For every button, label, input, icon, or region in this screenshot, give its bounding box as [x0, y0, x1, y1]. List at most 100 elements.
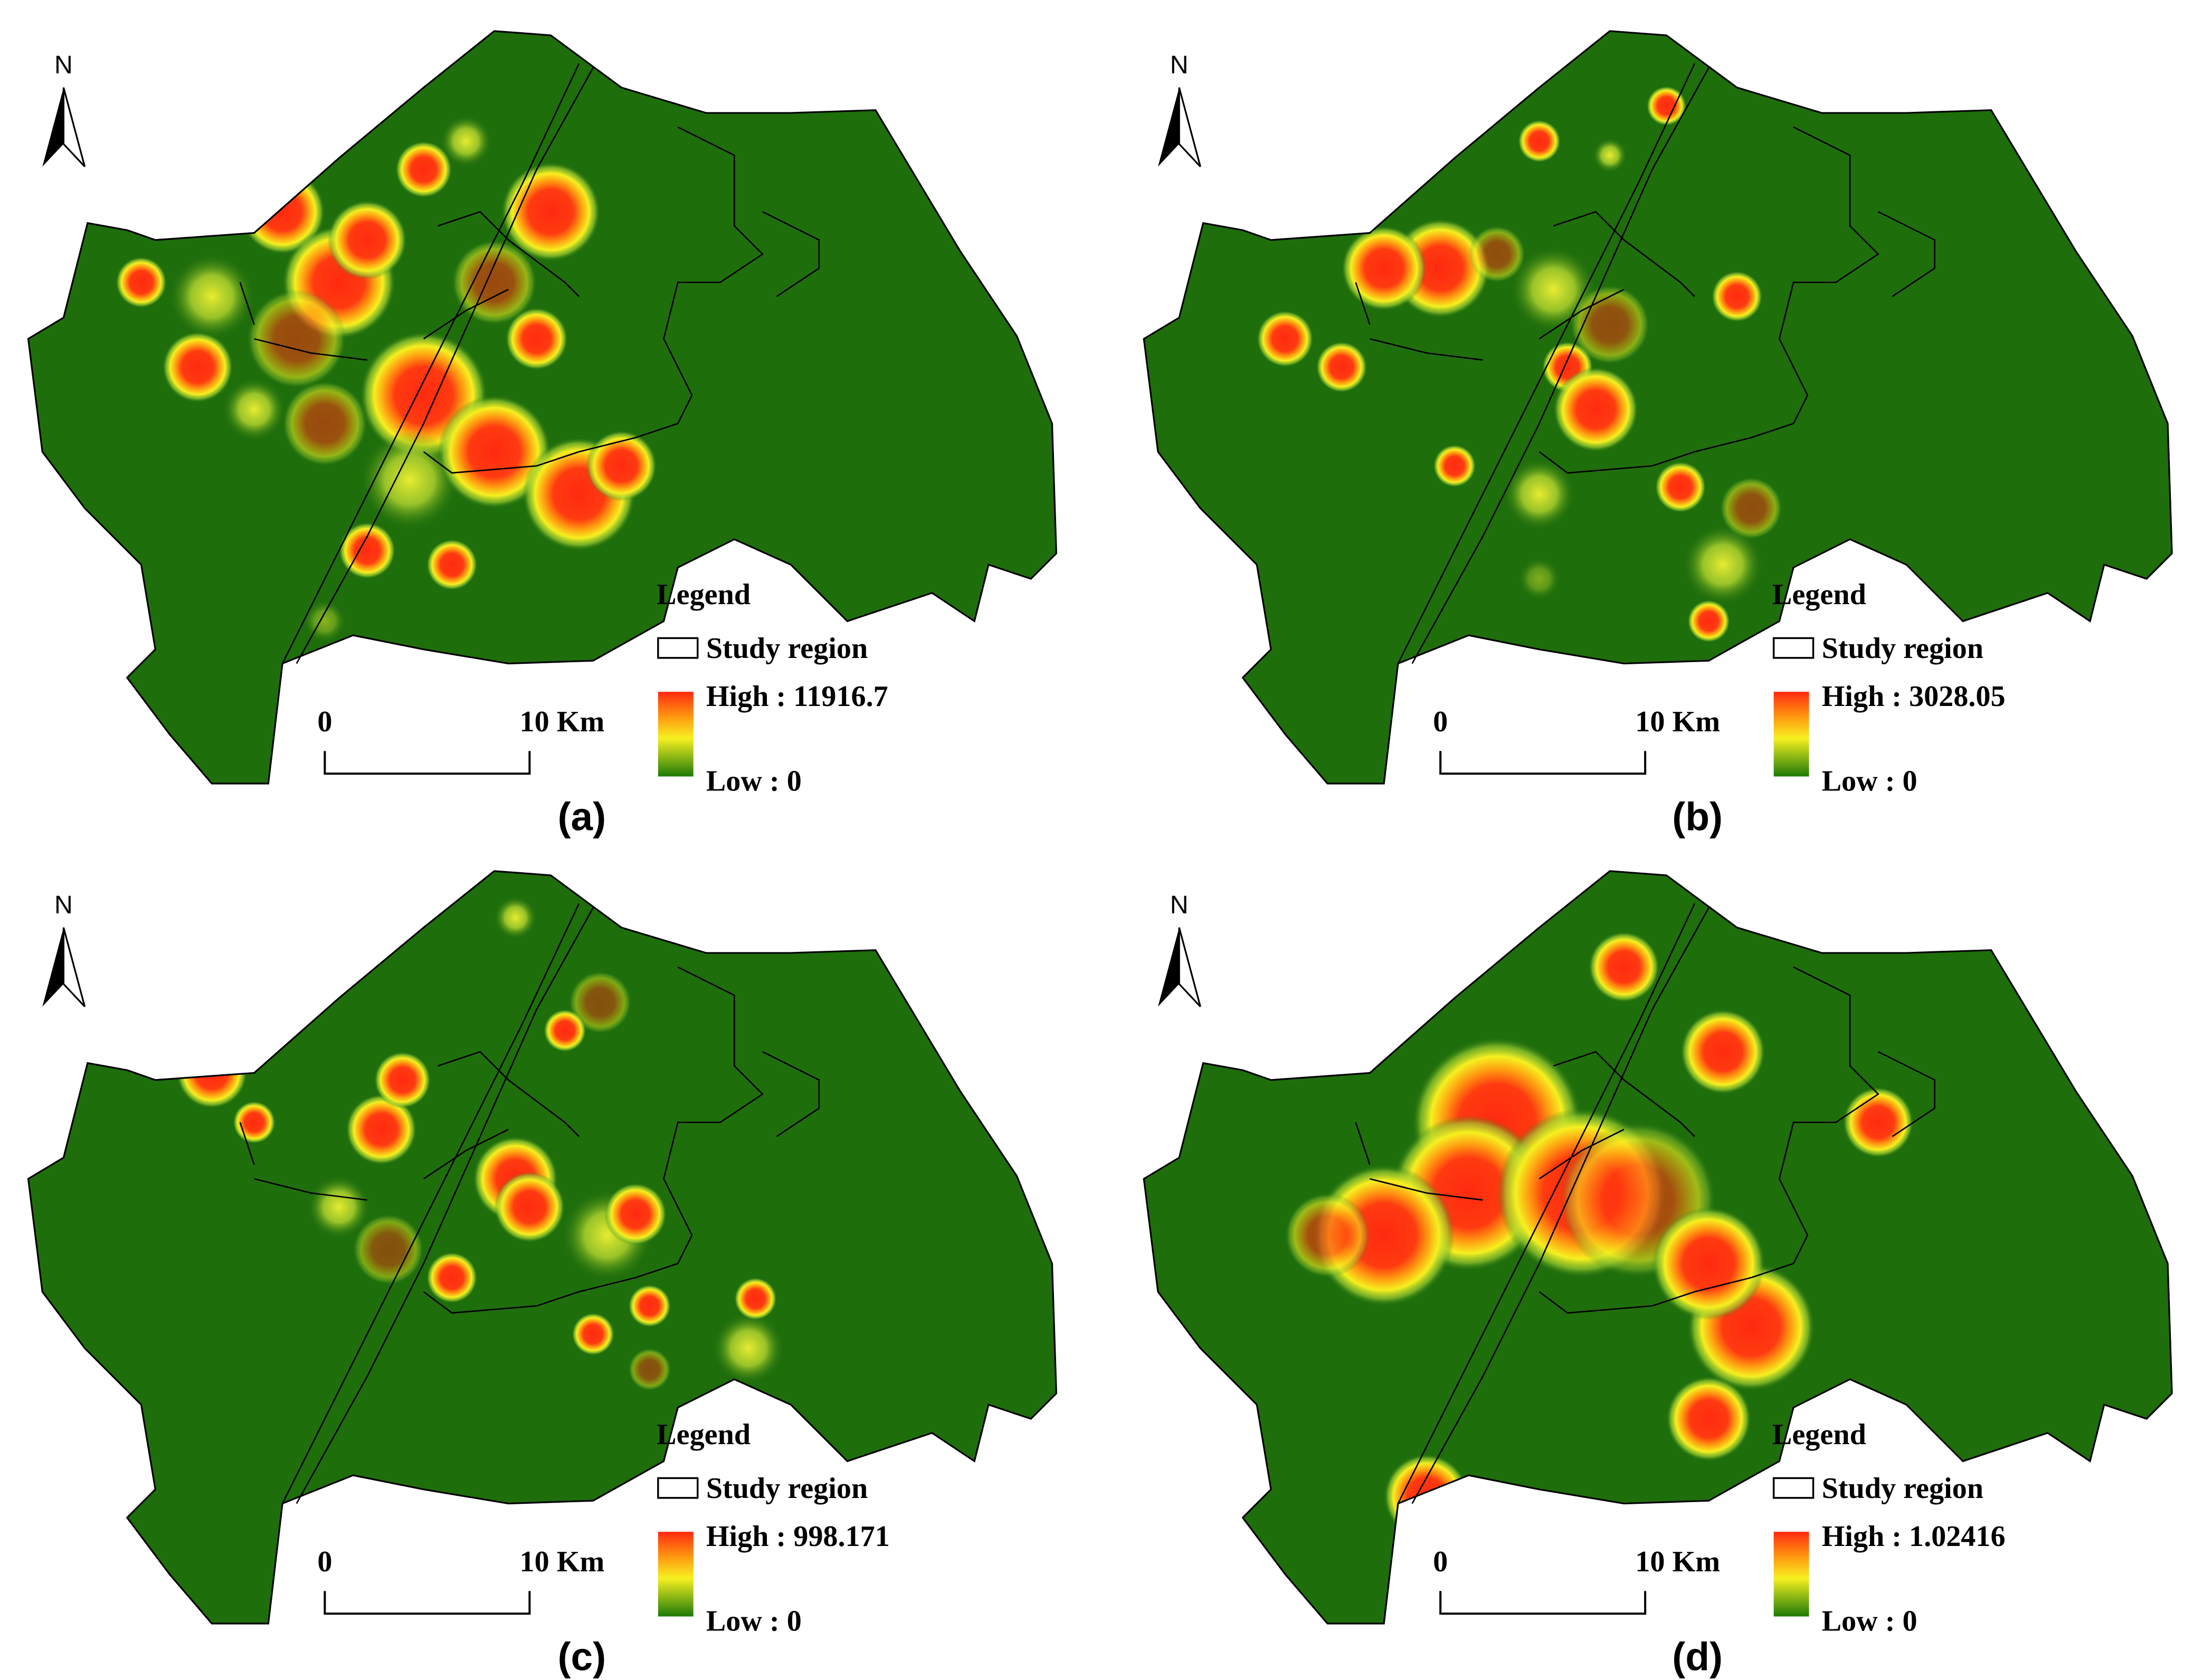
- hotspot: [162, 331, 233, 403]
- hotspot: [1518, 557, 1561, 600]
- hotspot: [438, 395, 551, 509]
- hotspot: [1683, 525, 1763, 605]
- study-area: [28, 871, 1057, 1624]
- hotspot: [586, 431, 657, 501]
- legend-region: Study region: [1822, 1472, 1983, 1505]
- north-label: N: [1170, 51, 1189, 79]
- scale-bar: [1439, 751, 1647, 775]
- hotspot: [452, 240, 537, 325]
- hotspot: [303, 600, 346, 643]
- hotspot: [426, 539, 478, 590]
- legend-title: Legend: [1772, 1418, 1866, 1451]
- hotspot: [1593, 138, 1627, 173]
- hotspot: [395, 141, 452, 198]
- scale-bar: [324, 1591, 531, 1615]
- legend-low: Low : 0: [706, 1605, 802, 1637]
- scale-start: 0: [1433, 1545, 1448, 1578]
- hotspot: [233, 1101, 276, 1144]
- hotspot: [1843, 1087, 1914, 1158]
- hotspot: [505, 308, 568, 370]
- north-arrow: [1178, 927, 1201, 1007]
- map-panel: N 0 10 Km Legend Study region High : 11916.7 L…: [27, 30, 1057, 838]
- district-boundary: [1355, 63, 1935, 664]
- hotspot: [1504, 459, 1575, 530]
- legend-region: Study region: [706, 632, 868, 665]
- hotspot: [308, 1176, 371, 1238]
- scale-end: 10 Km: [520, 1545, 605, 1578]
- hotspot: [628, 1284, 671, 1328]
- legend-high: High : 3028.05: [1822, 680, 2006, 713]
- north-arrow: [42, 927, 64, 1007]
- hotspot: [1468, 226, 1525, 283]
- scale-start: 0: [1433, 705, 1448, 738]
- scale-bar: [1439, 1591, 1647, 1615]
- north-label: N: [54, 891, 73, 919]
- legend-title: Legend: [1772, 578, 1866, 611]
- hotspot: [426, 1252, 478, 1303]
- panel-label: (a): [558, 794, 606, 838]
- hotspot: [501, 162, 601, 261]
- study-area: [28, 31, 1057, 784]
- north-arrow: [42, 87, 64, 167]
- legend-high: High : 1.02416: [1822, 1520, 2006, 1553]
- hotspot: [1570, 285, 1650, 365]
- hotspot: [734, 1277, 777, 1320]
- hotspot: [339, 522, 396, 579]
- panel-label: (c): [558, 1634, 606, 1678]
- scale-end: 10 Km: [520, 705, 605, 738]
- hotspot: [1316, 341, 1368, 393]
- hotspot: [440, 116, 492, 167]
- north-arrow: [1158, 927, 1180, 1007]
- north-arrow: [62, 87, 86, 167]
- scale-end: 10 Km: [1635, 1545, 1720, 1578]
- north-label: N: [54, 51, 73, 79]
- hotspot: [1666, 1376, 1751, 1462]
- panel-label: (b): [1672, 794, 1723, 838]
- hotspot: [346, 1094, 417, 1165]
- hotspot: [1553, 367, 1638, 452]
- district-boundary: [239, 63, 820, 664]
- hotspot: [360, 431, 459, 530]
- hotspot: [1687, 600, 1730, 643]
- hotspot: [628, 1348, 671, 1391]
- hotspot: [1680, 1009, 1765, 1094]
- hotspot: [169, 254, 254, 339]
- scale-bar: [324, 751, 531, 775]
- north-arrow: [1158, 87, 1180, 167]
- hotspot: [1257, 310, 1314, 367]
- legend-title: Legend: [657, 1418, 751, 1451]
- legend-ramp: [1773, 1532, 1809, 1617]
- map-panel: N 0 10 Km Legend Study region High : 1.02416 L…: [1143, 870, 2173, 1678]
- map-panel: N 0 10 Km Legend Study region High : 3028.05 L…: [1143, 30, 2173, 838]
- hotspot: [327, 200, 407, 280]
- hotspot: [116, 256, 167, 308]
- hotspot: [1433, 444, 1476, 488]
- hotspot: [1589, 931, 1659, 1003]
- hotspot: [1652, 1207, 1765, 1320]
- hotspot: [247, 289, 346, 388]
- hotspot: [1646, 86, 1686, 126]
- legend-region-swatch: [657, 1477, 699, 1499]
- legend-region-swatch: [1772, 637, 1815, 659]
- north-arrow: [1178, 87, 1201, 167]
- legend-high: High : 11916.7: [706, 680, 888, 713]
- panel-label: (d): [1672, 1634, 1723, 1678]
- legend-ramp: [658, 1532, 694, 1617]
- hotspot: [1720, 477, 1782, 540]
- hotspot: [1711, 271, 1763, 322]
- hotspot: [569, 971, 632, 1034]
- legend-region: Study region: [1822, 632, 1983, 665]
- legend-low: Low : 0: [1822, 765, 1917, 797]
- hotspot: [1655, 461, 1706, 513]
- scale-end: 10 Km: [1635, 705, 1720, 738]
- legend-high: High : 998.171: [706, 1520, 890, 1553]
- hotspot: [494, 896, 537, 939]
- hotspot: [1341, 226, 1427, 311]
- hotspot: [544, 1009, 586, 1052]
- legend-title: Legend: [657, 578, 751, 611]
- north-label: N: [1170, 891, 1189, 919]
- heat-surface: [116, 116, 657, 643]
- hotspot: [176, 1037, 248, 1109]
- hotspot: [1384, 1454, 1469, 1539]
